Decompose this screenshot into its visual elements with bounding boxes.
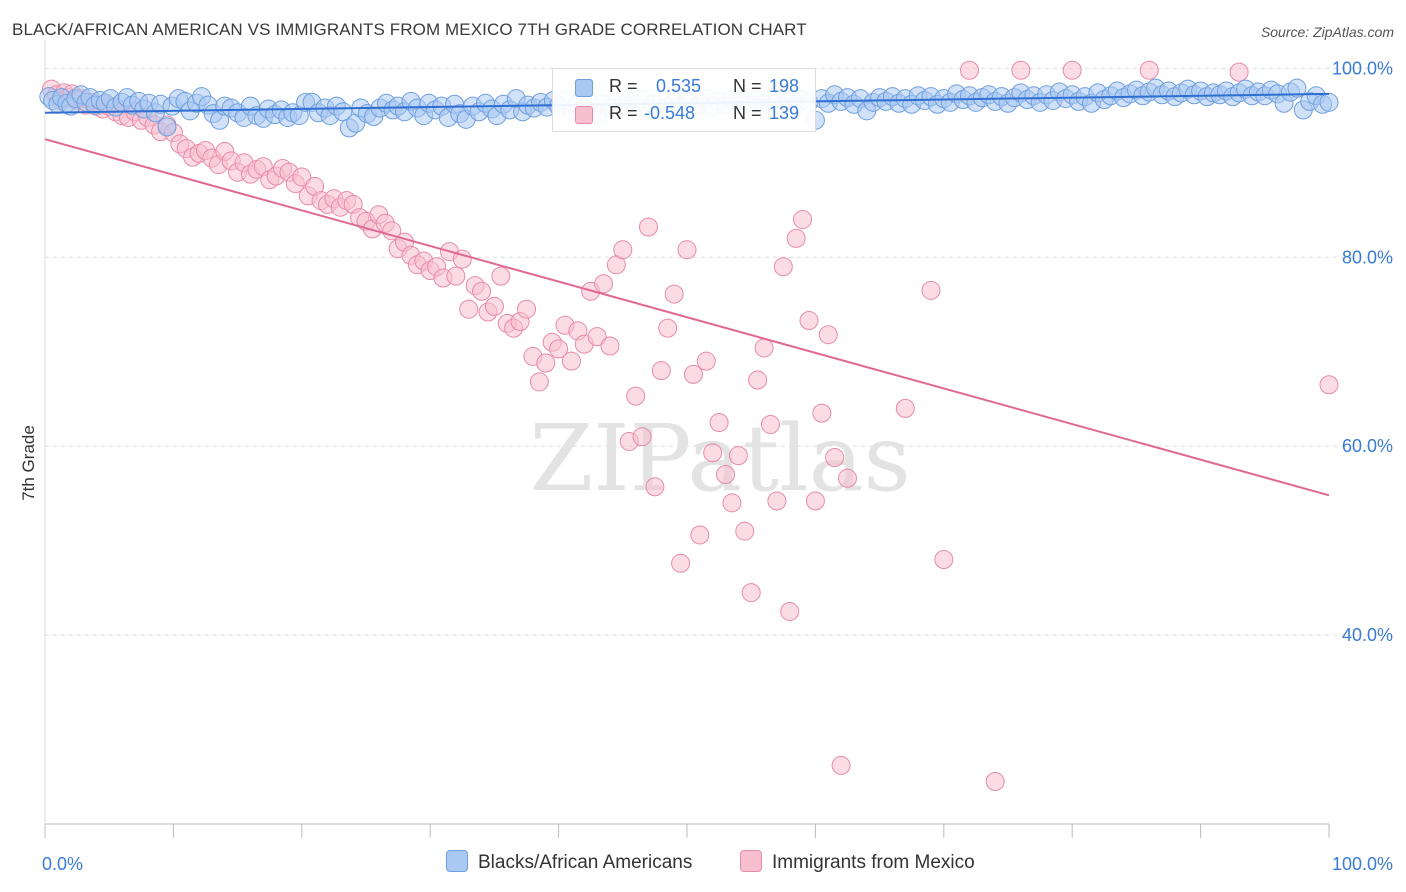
data-point-mexico (895, 398, 915, 418)
data-point-blacks (1319, 92, 1339, 112)
chart-title: BLACK/AFRICAN AMERICAN VS IMMIGRANTS FRO… (12, 20, 807, 39)
legend-n-label: N = (733, 103, 762, 123)
data-point-mexico (741, 583, 761, 603)
x-tick-label: 0.0% (42, 854, 83, 874)
bottom-legend-mexico: Immigrants from Mexico (740, 850, 975, 874)
y-axis-label: 7th Grade (19, 425, 38, 501)
y-tick-label: 80.0% (1342, 247, 1393, 267)
data-point-mexico (921, 280, 941, 300)
bottom-legend-label: Blacks/African Americans (478, 852, 693, 873)
legend-r-value: 0.535 (656, 76, 702, 96)
data-point-mexico (818, 325, 838, 345)
bottom-legend-label: Immigrants from Mexico (772, 852, 975, 873)
data-point-mexico (799, 311, 819, 331)
data-point-mexico (645, 477, 665, 497)
data-point-mexico (446, 266, 466, 286)
data-point-mexico (696, 351, 716, 371)
legend-n-label: N = (733, 76, 762, 96)
data-point-mexico (632, 427, 652, 447)
data-point-mexico (600, 336, 620, 356)
data-point-mexico (529, 372, 549, 392)
legend-row-mexico: R = -0.548 N = 139 (553, 100, 815, 128)
bottom-legend-swatch-pink (740, 850, 762, 872)
data-point-mexico (638, 217, 658, 237)
bottom-legend-swatch-blue (446, 850, 468, 872)
data-point-blacks (157, 117, 177, 137)
data-point-mexico (812, 403, 832, 423)
data-point-mexico (626, 386, 646, 406)
y-tick-label: 60.0% (1342, 436, 1393, 456)
data-point-mexico (671, 553, 691, 573)
legend-r-label: R = (609, 76, 638, 96)
data-point-mexico (728, 446, 748, 466)
data-point-mexico (748, 370, 768, 390)
data-point-mexico (767, 491, 787, 511)
data-point-mexico (536, 353, 556, 373)
data-point-mexico (561, 351, 581, 371)
correlation-legend: R = 0.535 N = 198 R = -0.548 N = 139 (552, 68, 816, 132)
data-point-mexico (760, 414, 780, 434)
data-point-mexico (805, 491, 825, 511)
data-point-mexico (690, 525, 710, 545)
legend-swatch-pink (575, 106, 593, 124)
data-point-mexico (793, 209, 813, 229)
legend-row-blacks: R = 0.535 N = 198 (553, 73, 815, 101)
y-tick-label: 100.0% (1332, 58, 1393, 78)
legend-r-label: R = (609, 103, 638, 123)
data-point-mexico (985, 771, 1005, 791)
data-point-mexico (1319, 375, 1339, 395)
data-point-mexico (664, 284, 684, 304)
legend-swatch-blue (575, 79, 593, 97)
data-point-mexico (1229, 62, 1249, 82)
data-point-mexico (709, 413, 729, 433)
data-point-mexico (484, 296, 504, 316)
data-point-mexico (1062, 60, 1082, 80)
data-point-mexico (825, 448, 845, 468)
data-point-mexico (677, 240, 697, 260)
data-point-mexico (831, 755, 851, 775)
x-tick-label: 100.0% (1332, 854, 1393, 874)
data-point-mexico (838, 468, 857, 488)
data-point-mexico (613, 240, 633, 260)
trend-line-mexico (44, 138, 1330, 497)
data-point-mexico (382, 221, 402, 241)
data-point-mexico (754, 338, 774, 358)
data-point-mexico (658, 318, 678, 338)
data-point-mexico (549, 339, 569, 359)
data-point-mexico (703, 443, 723, 463)
data-point-mexico (292, 167, 312, 187)
data-point-mexico (517, 299, 536, 319)
data-point-mexico (594, 274, 614, 294)
axes (44, 40, 1330, 838)
tick-labels: 100.0% 80.0% 60.0% 40.0% 0.0% 100.0% (42, 58, 1393, 874)
data-point-mexico (472, 281, 492, 301)
data-point-mexico (959, 60, 979, 80)
data-point-mexico (722, 493, 742, 513)
legend-r-value: -0.548 (644, 103, 696, 123)
data-point-mexico (491, 266, 511, 286)
source-label: Source: ZipAtlas.com (1260, 24, 1394, 40)
y-tick-label: 40.0% (1342, 625, 1393, 645)
data-point-mexico (1139, 60, 1159, 80)
data-point-mexico (773, 257, 793, 277)
data-point-mexico (786, 228, 806, 248)
data-point-mexico (683, 364, 703, 384)
legend-n-value: 198 (769, 76, 800, 96)
data-point-mexico (651, 361, 671, 381)
data-point-mexico (716, 465, 736, 485)
data-point-blacks (1287, 78, 1307, 98)
bottom-legend-blacks: Blacks/African Americans (446, 850, 692, 874)
legend-n-value: 139 (769, 103, 800, 123)
data-point-mexico (735, 521, 755, 541)
data-point-mexico (587, 327, 607, 347)
data-point-mexico (1011, 60, 1031, 80)
data-point-mexico (780, 601, 800, 621)
data-point-mexico (459, 299, 479, 319)
data-point-mexico (934, 550, 954, 570)
